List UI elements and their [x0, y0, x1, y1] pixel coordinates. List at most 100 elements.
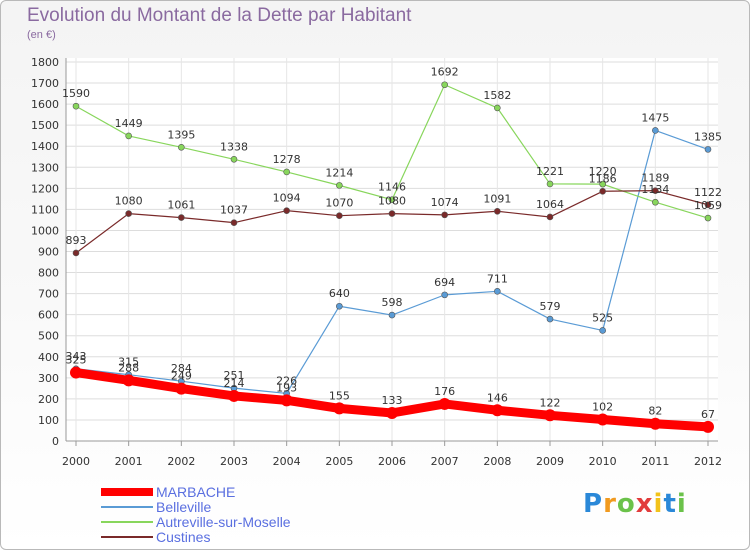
x-tick-label: 2009	[536, 455, 564, 468]
data-label: 1590	[62, 87, 90, 100]
x-tick-label: 2003	[220, 455, 248, 468]
y-tick-label: 1500	[31, 119, 59, 132]
data-label: 249	[171, 370, 192, 383]
data-point	[546, 315, 554, 323]
data-point	[228, 389, 240, 402]
data-point	[178, 143, 185, 151]
legend-item: MARBACHE	[101, 484, 401, 500]
x-tick-label: 2004	[273, 455, 301, 468]
data-point	[336, 212, 343, 220]
legend-label: MARBACHE	[156, 484, 236, 500]
data-point	[388, 311, 396, 319]
data-point	[280, 394, 293, 407]
x-tick-label: 2012	[694, 455, 722, 468]
data-label: 251	[224, 369, 245, 382]
data-point	[72, 249, 80, 257]
x-tick-label: 2005	[325, 455, 353, 468]
data-point	[596, 413, 609, 426]
data-label: 694	[434, 276, 455, 289]
legend-swatch	[101, 488, 153, 496]
data-point	[652, 198, 659, 206]
x-tick-label: 2000	[62, 455, 90, 468]
y-tick-label: 1000	[31, 224, 59, 237]
data-point	[175, 382, 188, 395]
data-point	[336, 182, 343, 189]
data-point	[70, 366, 82, 379]
legend-label: Autreville-sur-Moselle	[156, 514, 291, 530]
data-label: 1134	[641, 183, 669, 196]
data-point	[230, 155, 238, 163]
legend-item: Belleville	[101, 499, 401, 515]
x-tick-label: 2001	[115, 455, 143, 468]
data-label: 1475	[641, 111, 669, 124]
y-tick-label: 700	[38, 288, 59, 301]
data-point	[491, 404, 504, 417]
data-label: 1186	[589, 172, 617, 185]
data-label: 1091	[483, 192, 511, 205]
data-label: 1059	[694, 199, 722, 212]
data-label: 1064	[536, 198, 564, 211]
data-label: 1385	[694, 130, 722, 143]
data-label: 155	[329, 389, 350, 402]
data-point	[283, 168, 290, 176]
legend-swatch	[101, 506, 153, 508]
logo-letter: i	[676, 489, 687, 519]
chart-subtitle: (en €)	[27, 29, 56, 41]
data-point	[546, 180, 554, 188]
data-point	[599, 180, 606, 188]
data-point	[122, 374, 135, 387]
legend: MARBACHE Belleville Autreville-sur-Moselle…	[101, 484, 401, 545]
data-point	[388, 196, 396, 204]
data-point	[599, 327, 606, 334]
y-tick-label: 1200	[31, 182, 59, 195]
data-point	[649, 417, 662, 430]
data-label: 1214	[325, 166, 353, 179]
data-point	[652, 187, 659, 194]
y-tick-label: 100	[38, 414, 59, 427]
data-label: 146	[487, 391, 508, 404]
data-point	[704, 146, 712, 153]
data-label: 102	[592, 401, 613, 414]
x-tick-label: 2006	[378, 455, 406, 468]
data-point	[599, 187, 606, 195]
data-point	[544, 409, 556, 422]
x-tick-label: 2002	[167, 455, 195, 468]
data-label: 315	[118, 356, 139, 369]
x-tick-label: 2008	[483, 455, 511, 468]
y-tick-label: 200	[38, 393, 59, 406]
x-tick-label: 2007	[431, 455, 459, 468]
data-point	[125, 132, 132, 140]
data-point	[283, 207, 290, 214]
line-chart: 0 100 200 300 400 500 600 700 800 900 1000 1100 1200…	[31, 56, 722, 468]
legend-item: Autreville-sur-Moselle	[101, 514, 401, 530]
y-tick-label: 500	[38, 330, 59, 343]
x-tick-label: 2010	[589, 455, 617, 468]
data-label: 226	[276, 374, 297, 387]
data-label: 1094	[273, 192, 301, 205]
y-tick-label: 1300	[31, 161, 59, 174]
data-point	[494, 207, 501, 215]
data-point	[494, 287, 501, 295]
logo-letter: o	[616, 489, 636, 519]
data-point	[333, 402, 346, 415]
logo-letter: r	[603, 489, 617, 519]
y-tick-label: 1700	[31, 77, 59, 90]
data-point	[494, 104, 501, 112]
y-tick-label: 400	[38, 351, 59, 364]
data-label: 1070	[325, 197, 353, 210]
logo-letter: x	[635, 489, 654, 519]
data-point	[704, 201, 712, 209]
data-label: 284	[171, 362, 192, 375]
data-label: 711	[487, 272, 508, 285]
y-tick-label: 900	[38, 246, 59, 259]
data-point	[388, 210, 396, 217]
data-label: 288	[118, 361, 139, 374]
data-label: 82	[648, 405, 662, 418]
data-label: 214	[224, 377, 245, 390]
data-point	[546, 213, 554, 221]
y-tick-label: 1400	[31, 140, 59, 153]
y-tick-label: 800	[38, 267, 59, 280]
y-tick-label: 1800	[31, 56, 59, 69]
data-label: 525	[592, 311, 613, 324]
